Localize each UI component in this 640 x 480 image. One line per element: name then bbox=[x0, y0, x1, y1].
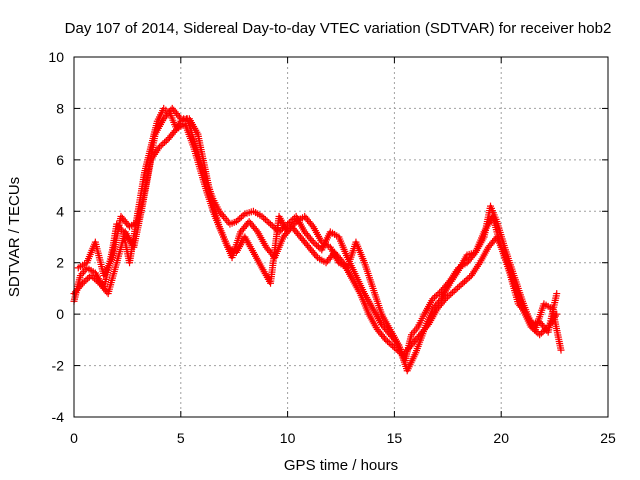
data-point-track-b bbox=[462, 276, 470, 284]
data-point-track-b bbox=[91, 275, 99, 283]
data-point-track-b bbox=[536, 331, 544, 339]
data-point-track-a bbox=[434, 290, 442, 298]
data-point-track-b bbox=[82, 276, 90, 284]
data-point-track-b bbox=[159, 140, 167, 148]
data-point-track-a bbox=[311, 240, 319, 248]
data-point-track-b bbox=[448, 289, 456, 297]
data-point-track-b bbox=[161, 138, 169, 146]
data-point-track-a bbox=[234, 216, 242, 224]
data-point-track-b bbox=[450, 287, 458, 295]
data-point-track-a bbox=[261, 216, 269, 224]
data-point-track-b bbox=[380, 334, 388, 342]
y-tick-label: 2 bbox=[56, 255, 64, 271]
data-point-track-a bbox=[258, 212, 266, 220]
data-point-track-b bbox=[459, 279, 467, 287]
y-axis-title: SDTVAR / TECUs bbox=[6, 177, 23, 297]
data-point-track-b bbox=[389, 342, 397, 350]
data-point-track-b bbox=[457, 281, 465, 289]
chart-title: Day 107 of 2014, Sidereal Day-to-day VTE… bbox=[65, 20, 612, 37]
data-points bbox=[70, 104, 565, 375]
data-point-track-a bbox=[232, 218, 240, 226]
y-tick-label: -2 bbox=[52, 358, 65, 374]
data-point-track-a bbox=[260, 214, 268, 222]
data-point-track-c bbox=[521, 308, 529, 316]
data-point-track-c bbox=[557, 346, 565, 354]
x-tick-label: 25 bbox=[600, 430, 616, 446]
data-point-track-a bbox=[239, 211, 247, 219]
data-point-track-b bbox=[162, 137, 170, 145]
data-point-track-b bbox=[387, 340, 395, 348]
data-point-track-b bbox=[452, 285, 460, 293]
data-point-track-b bbox=[94, 278, 102, 286]
data-point-track-b bbox=[445, 292, 453, 300]
data-point-track-a bbox=[431, 293, 439, 301]
data-point-track-a bbox=[314, 243, 322, 251]
data-point-track-a bbox=[218, 211, 226, 219]
data-point-track-b bbox=[455, 282, 463, 290]
data-point-track-b bbox=[157, 141, 165, 149]
data-point-track-b bbox=[79, 279, 87, 287]
data-point-track-b bbox=[454, 284, 462, 292]
data-point-track-a bbox=[263, 217, 271, 225]
x-tick-labels: 0 5 10 15 20 25 bbox=[70, 430, 616, 446]
data-point-track-a bbox=[309, 238, 317, 246]
x-tick-label: 15 bbox=[387, 430, 403, 446]
data-point-track-a bbox=[429, 295, 437, 303]
data-point-track-a bbox=[313, 241, 321, 249]
y-tick-label: 0 bbox=[56, 306, 64, 322]
data-point-track-a bbox=[267, 220, 275, 228]
data-point-track-b bbox=[385, 339, 393, 347]
data-point-track-b bbox=[537, 329, 545, 337]
y-tick-label: 10 bbox=[48, 49, 64, 65]
data-point-track-a bbox=[236, 214, 244, 222]
data-point-track-b bbox=[87, 272, 95, 280]
data-point-track-b bbox=[252, 226, 260, 234]
data-point-track-a bbox=[285, 219, 293, 227]
data-point-track-a bbox=[432, 292, 440, 300]
data-point-track-b bbox=[447, 290, 455, 298]
data-point-track-c bbox=[436, 296, 444, 304]
data-point-track-b bbox=[541, 326, 549, 334]
y-tick-label: -4 bbox=[52, 409, 65, 425]
x-tick-label: 20 bbox=[493, 430, 509, 446]
data-point-track-b bbox=[382, 336, 390, 344]
data-point-track-b bbox=[539, 328, 547, 336]
data-point-track-b bbox=[464, 275, 472, 283]
data-point-track-b bbox=[460, 278, 468, 286]
y-tick-label: 6 bbox=[56, 152, 64, 168]
data-point-track-b bbox=[155, 143, 163, 151]
data-point-track-a bbox=[265, 219, 273, 227]
data-point-track-c bbox=[175, 113, 183, 121]
data-point-track-b bbox=[92, 276, 100, 284]
data-point-track-c bbox=[291, 219, 299, 227]
data-point-track-b bbox=[77, 281, 85, 289]
x-tick-label: 0 bbox=[70, 430, 78, 446]
data-point-track-a bbox=[237, 213, 245, 221]
x-tick-label: 5 bbox=[177, 430, 185, 446]
data-point-track-a bbox=[553, 290, 561, 298]
data-point-track-b bbox=[84, 275, 92, 283]
y-tick-labels: -4 -2 0 2 4 6 8 10 bbox=[48, 49, 64, 425]
data-point-track-b bbox=[89, 273, 97, 281]
data-point-track-b bbox=[80, 278, 88, 286]
y-tick-label: 8 bbox=[56, 100, 64, 116]
x-axis-title: GPS time / hours bbox=[284, 457, 398, 474]
y-tick-label: 4 bbox=[56, 203, 64, 219]
data-point-track-c bbox=[308, 221, 316, 229]
axis-ticks bbox=[73, 56, 609, 418]
plot-frame bbox=[73, 56, 609, 418]
data-point-track-b bbox=[384, 337, 392, 345]
data-point-track-b bbox=[312, 252, 320, 260]
data-point-track-a bbox=[308, 236, 316, 244]
x-tick-label: 10 bbox=[280, 430, 296, 446]
data-point-track-b bbox=[171, 127, 179, 135]
